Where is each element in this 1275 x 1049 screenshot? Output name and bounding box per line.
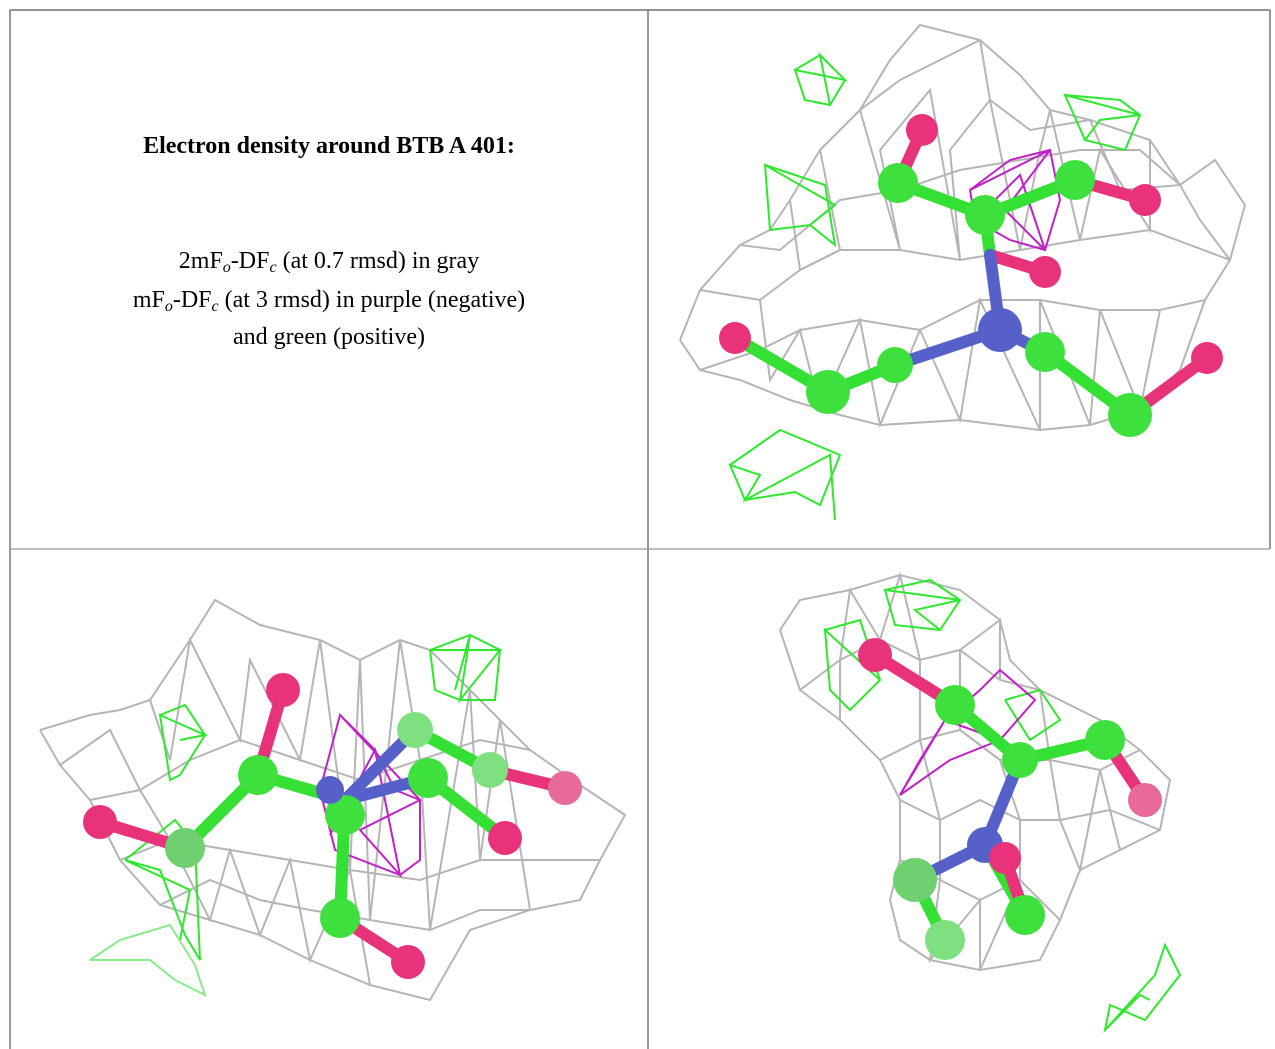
- atom: [1005, 895, 1045, 935]
- atom: [1085, 720, 1125, 760]
- atom: [1129, 184, 1161, 216]
- mesh-green: [730, 430, 840, 520]
- caption-subscript: o: [165, 298, 173, 315]
- mesh-green: [430, 635, 500, 700]
- atom: [965, 195, 1005, 235]
- atom: [978, 308, 1022, 352]
- atom: [858, 638, 892, 672]
- caption-line: mFo-DFc (at 3 rmsd) in purple (negative): [10, 287, 648, 316]
- atom: [989, 842, 1021, 874]
- mesh-gray: [680, 25, 1245, 430]
- mesh-gray: [780, 575, 1170, 970]
- atom: [1029, 256, 1061, 288]
- atom: [878, 163, 918, 203]
- atom: [83, 805, 117, 839]
- caption-subscript: o: [223, 259, 231, 276]
- atoms: [83, 673, 582, 979]
- atom: [472, 752, 508, 788]
- caption-line: 2mFo-DFc (at 0.7 rmsd) in gray: [10, 248, 648, 277]
- mesh-green: [90, 925, 205, 995]
- atom: [1191, 342, 1223, 374]
- atom: [165, 828, 205, 868]
- atom: [316, 776, 344, 804]
- mesh-green: [795, 55, 845, 105]
- atoms: [719, 114, 1223, 437]
- caption-line: and green (positive): [10, 324, 648, 351]
- mesh-gray: [780, 575, 1170, 970]
- atom: [935, 685, 975, 725]
- atom: [1055, 160, 1095, 200]
- mesh-gray: [1040, 690, 1120, 870]
- atom: [488, 821, 522, 855]
- mesh-green: [1065, 95, 1140, 150]
- caption-text: -DF: [173, 287, 212, 313]
- caption-subscript: c: [212, 298, 219, 315]
- atom: [397, 712, 433, 748]
- atom: [806, 370, 850, 414]
- caption-subscript: c: [269, 259, 276, 276]
- atom: [1002, 742, 1038, 778]
- atom: [925, 920, 965, 960]
- mesh-gray: [700, 230, 1230, 300]
- atom: [1128, 783, 1162, 817]
- caption-title: Electron density around BTB A 401:: [10, 133, 648, 160]
- atom: [877, 347, 913, 383]
- caption-text: (at 0.7 rmsd) in gray: [277, 248, 480, 274]
- atom: [266, 673, 300, 707]
- atom: [1108, 393, 1152, 437]
- atom: [238, 755, 278, 795]
- atom: [719, 322, 751, 354]
- caption-text: 2mF: [179, 248, 223, 274]
- atom: [320, 898, 360, 938]
- atom: [906, 114, 938, 146]
- atom: [893, 858, 937, 902]
- caption-text: (at 3 rmsd) in purple (negative): [219, 287, 526, 313]
- mesh-green: [160, 705, 205, 780]
- atom: [548, 771, 582, 805]
- mesh-green: [1105, 945, 1180, 1030]
- atom: [1025, 332, 1065, 372]
- atom: [391, 945, 425, 979]
- caption-text: mF: [133, 287, 165, 313]
- mesh-gray: [680, 25, 1245, 430]
- caption-text: and green (positive): [233, 324, 425, 350]
- page: Electron density around BTB A 401: 2mFo-…: [0, 0, 1275, 1049]
- caption-text: -DF: [231, 248, 270, 274]
- atom: [408, 758, 448, 798]
